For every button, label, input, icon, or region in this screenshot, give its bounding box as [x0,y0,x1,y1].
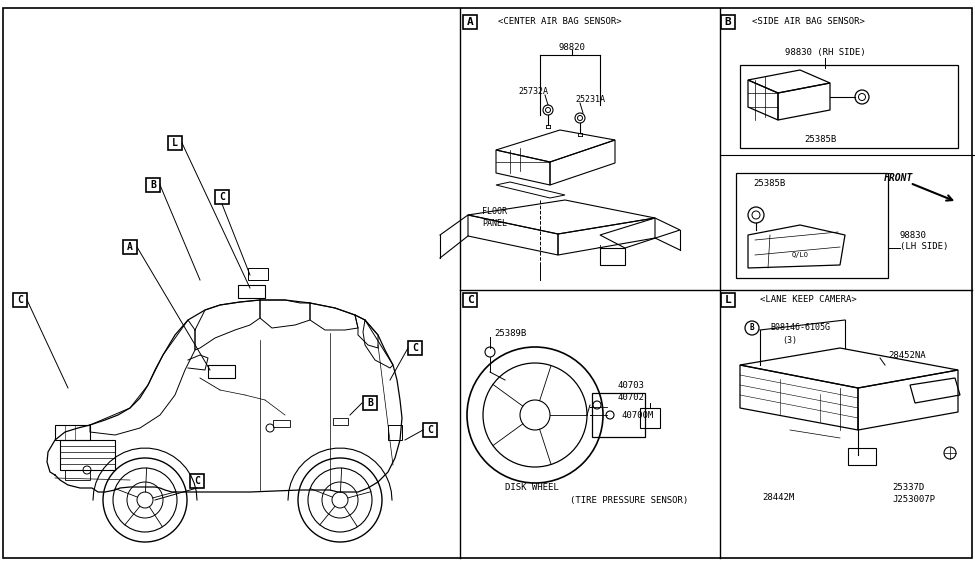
Bar [640,408,660,428]
Text: <SIDE AIR BAG SENSOR>: <SIDE AIR BAG SENSOR> [752,18,865,27]
Text: (TIRE PRESSURE SENSOR): (TIRE PRESSURE SENSOR) [570,495,688,504]
Text: Q/LO: Q/LO [792,252,808,258]
Bar [721,293,735,307]
Text: 40700M: 40700M [622,410,654,419]
Bar [408,341,422,355]
Bar [55,425,90,440]
Text: B: B [150,180,156,190]
Bar [333,418,348,425]
Bar [190,474,204,488]
Text: C: C [18,295,23,305]
Text: 25337D: 25337D [892,483,924,492]
Bar [363,396,377,410]
Text: C: C [194,476,200,486]
Text: 25385B: 25385B [803,135,837,144]
Bar [388,425,402,440]
Text: C: C [219,192,225,202]
Text: 25389B: 25389B [494,328,526,337]
Text: C: C [412,343,418,353]
Bar [215,190,229,204]
Text: (3): (3) [782,336,797,345]
Text: 25732A: 25732A [518,88,548,96]
Text: J253007P: J253007P [892,495,935,504]
Text: C: C [427,425,433,435]
Text: B: B [367,398,372,408]
Bar [848,448,876,465]
Text: B: B [724,17,731,27]
Bar [168,136,182,150]
Text: C: C [467,295,474,305]
Bar [463,293,477,307]
Text: FLOOR: FLOOR [482,208,507,217]
Bar [208,365,235,378]
Text: B08146-6105G: B08146-6105G [770,324,830,332]
Bar [740,65,958,148]
Text: FRONT: FRONT [883,173,913,183]
Text: PANEL: PANEL [482,218,507,228]
Bar [248,268,268,280]
Text: 98830: 98830 [900,230,927,239]
Bar [721,15,735,29]
Text: 98830 (RH SIDE): 98830 (RH SIDE) [785,48,866,57]
Bar [273,420,290,427]
Bar [423,423,437,437]
Text: 28452NA: 28452NA [888,350,925,359]
Bar [736,173,888,278]
Text: A: A [467,17,474,27]
Text: 25231A: 25231A [575,96,605,105]
Text: L: L [172,138,177,148]
Text: 25385B: 25385B [753,178,785,187]
Text: <CENTER AIR BAG SENSOR>: <CENTER AIR BAG SENSOR> [498,18,622,27]
Text: (LH SIDE): (LH SIDE) [900,242,949,251]
Text: L: L [724,295,731,305]
Text: B: B [750,324,755,332]
Bar [146,178,160,192]
Text: 28442M: 28442M [762,494,795,503]
Text: <LANE KEEP CAMERA>: <LANE KEEP CAMERA> [760,295,856,305]
Text: +: + [598,243,603,252]
Text: 40702: 40702 [617,393,644,402]
Bar [463,15,477,29]
Bar [65,470,90,480]
Text: 98820: 98820 [559,44,585,53]
Text: A: A [127,242,133,252]
Text: DISK WHEEL: DISK WHEEL [505,483,559,492]
Bar [592,393,645,437]
Bar [123,240,137,254]
Bar [238,285,265,298]
Bar [13,293,27,307]
Text: 40703: 40703 [617,380,644,389]
Bar [60,440,115,470]
